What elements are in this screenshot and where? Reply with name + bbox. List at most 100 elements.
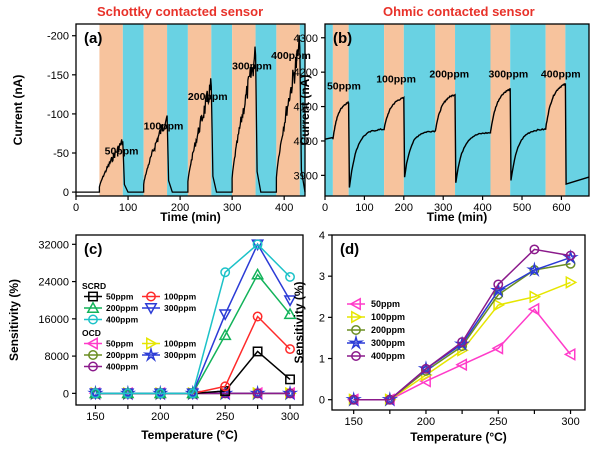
legend: 50ppm 100ppm 200ppm 300ppm 400ppm <box>347 297 405 361</box>
data-point <box>526 261 543 277</box>
data-point <box>490 281 507 298</box>
data-point <box>88 350 98 360</box>
series-400ppm <box>90 239 295 399</box>
y-tick-label: 8000 <box>45 351 69 363</box>
data-point <box>252 239 263 250</box>
data-point <box>86 301 100 313</box>
series-line <box>95 243 291 395</box>
data-point <box>285 388 295 399</box>
y-tick-label: 0 <box>63 388 69 400</box>
annotation-label: 400ppm <box>541 68 581 80</box>
gas-on-band <box>490 24 511 196</box>
data-point <box>218 309 232 321</box>
data-point <box>493 298 506 312</box>
legend-item-label: 200ppm <box>106 303 139 313</box>
x-tick-label: 500 <box>513 202 531 214</box>
data-point <box>529 290 542 304</box>
y-tick-label: 2 <box>319 312 325 324</box>
y-tick-label: 16000 <box>38 314 69 326</box>
x-tick-label: 0 <box>73 202 79 214</box>
series-line <box>353 248 571 401</box>
legend-item: 400ppm <box>347 351 405 361</box>
y-tick-label: 4000 <box>294 136 318 148</box>
gas-off-band <box>510 24 546 196</box>
gas-off-band <box>455 24 491 196</box>
gas-off-band <box>325 24 333 196</box>
data-point <box>218 328 232 341</box>
data-point <box>86 337 98 350</box>
legend-item-label: 100ppm <box>371 312 405 322</box>
figure-title-schottky: Schottky contacted sensor <box>97 4 264 19</box>
legend-item: 300ppm <box>142 346 197 362</box>
gas-off-band <box>122 24 144 196</box>
x-tick-label: 0 <box>322 202 328 214</box>
data-point <box>88 291 98 302</box>
legend-item-label: 50ppm <box>106 292 134 302</box>
data-point <box>457 337 468 348</box>
panel-c-axes: 150 200 250 300 0 8000 16000 24000 32000 Temperat… <box>7 234 304 442</box>
gas-off-band <box>255 24 277 196</box>
y-tick-label: 0 <box>63 187 69 199</box>
data-point <box>347 334 365 350</box>
annotation-label: 100ppm <box>144 121 184 133</box>
annotation-label: 300ppm <box>232 60 272 72</box>
legend-item-label: 200ppm <box>106 350 139 360</box>
legend-item-label: 50ppm <box>106 339 134 349</box>
x-tick-label: 250 <box>216 411 234 423</box>
data-point <box>384 394 395 405</box>
data-point <box>252 388 263 399</box>
gas-on-band <box>435 24 456 196</box>
x-tick-label: 200 <box>171 202 189 214</box>
legend-group-title: SCRD <box>82 281 106 291</box>
gas-on-band <box>276 24 300 196</box>
legend-item-label: 400ppm <box>371 351 405 361</box>
data-point <box>285 374 295 385</box>
gas-on-band <box>384 24 404 196</box>
series-current-trace <box>324 83 590 188</box>
legend-item-label: 50ppm <box>371 299 400 309</box>
x-tick-label: 300 <box>223 202 241 214</box>
legend-item: 200ppm <box>347 325 405 335</box>
data-point <box>251 267 265 280</box>
x-tick-label: 600 <box>552 202 570 214</box>
panel-b-frame <box>324 23 590 197</box>
data-point <box>146 291 156 302</box>
x-tick-label: 100 <box>355 202 373 214</box>
y-tick-label: 32000 <box>38 239 69 251</box>
panel-a-axes: 0 100 200 300 400 0 -50 -100 -150 -200 Time (min) C… <box>11 23 306 224</box>
x-tick-label: 150 <box>345 416 363 428</box>
y-tick-label: 3 <box>319 271 325 283</box>
y-tick-label: -150 <box>47 70 69 82</box>
y-axis-title: Current (nA) <box>298 75 312 146</box>
legend-item: 100ppm <box>347 310 405 324</box>
panel-a-frame <box>75 23 306 197</box>
data-point <box>220 267 231 278</box>
legend-item: 50ppm <box>84 292 134 302</box>
legend-item: 100ppm <box>142 337 197 350</box>
data-point <box>285 344 295 355</box>
series-200ppm <box>88 267 297 399</box>
data-point <box>252 311 263 322</box>
data-point <box>142 346 160 362</box>
annotation-label: 50ppm <box>327 80 361 92</box>
y-axis-title: Sensitivity (%) <box>292 281 306 363</box>
gas-on-band <box>545 24 566 196</box>
gas-on-band <box>143 24 168 196</box>
y-tick-label: 4200 <box>294 67 318 79</box>
x-tick-label: 400 <box>473 202 491 214</box>
figure-title-ohmic: Ohmic contacted sensor <box>383 4 535 19</box>
legend-item: 400ppm <box>84 315 139 325</box>
data-point <box>351 325 361 335</box>
legend-item: 300ppm <box>142 303 197 315</box>
legend-group-title: OCD <box>82 328 101 338</box>
x-axis-title: Temperature (°C) <box>410 430 507 444</box>
series-400ppm <box>348 244 576 405</box>
data-point <box>122 388 133 399</box>
gas-off-band <box>565 24 589 196</box>
y-axis-title: Current (nA) <box>11 75 25 146</box>
panel-c-frame <box>75 234 304 406</box>
gas-off-band <box>299 24 305 196</box>
data-point <box>527 302 540 316</box>
panel-d-frame <box>331 234 586 411</box>
